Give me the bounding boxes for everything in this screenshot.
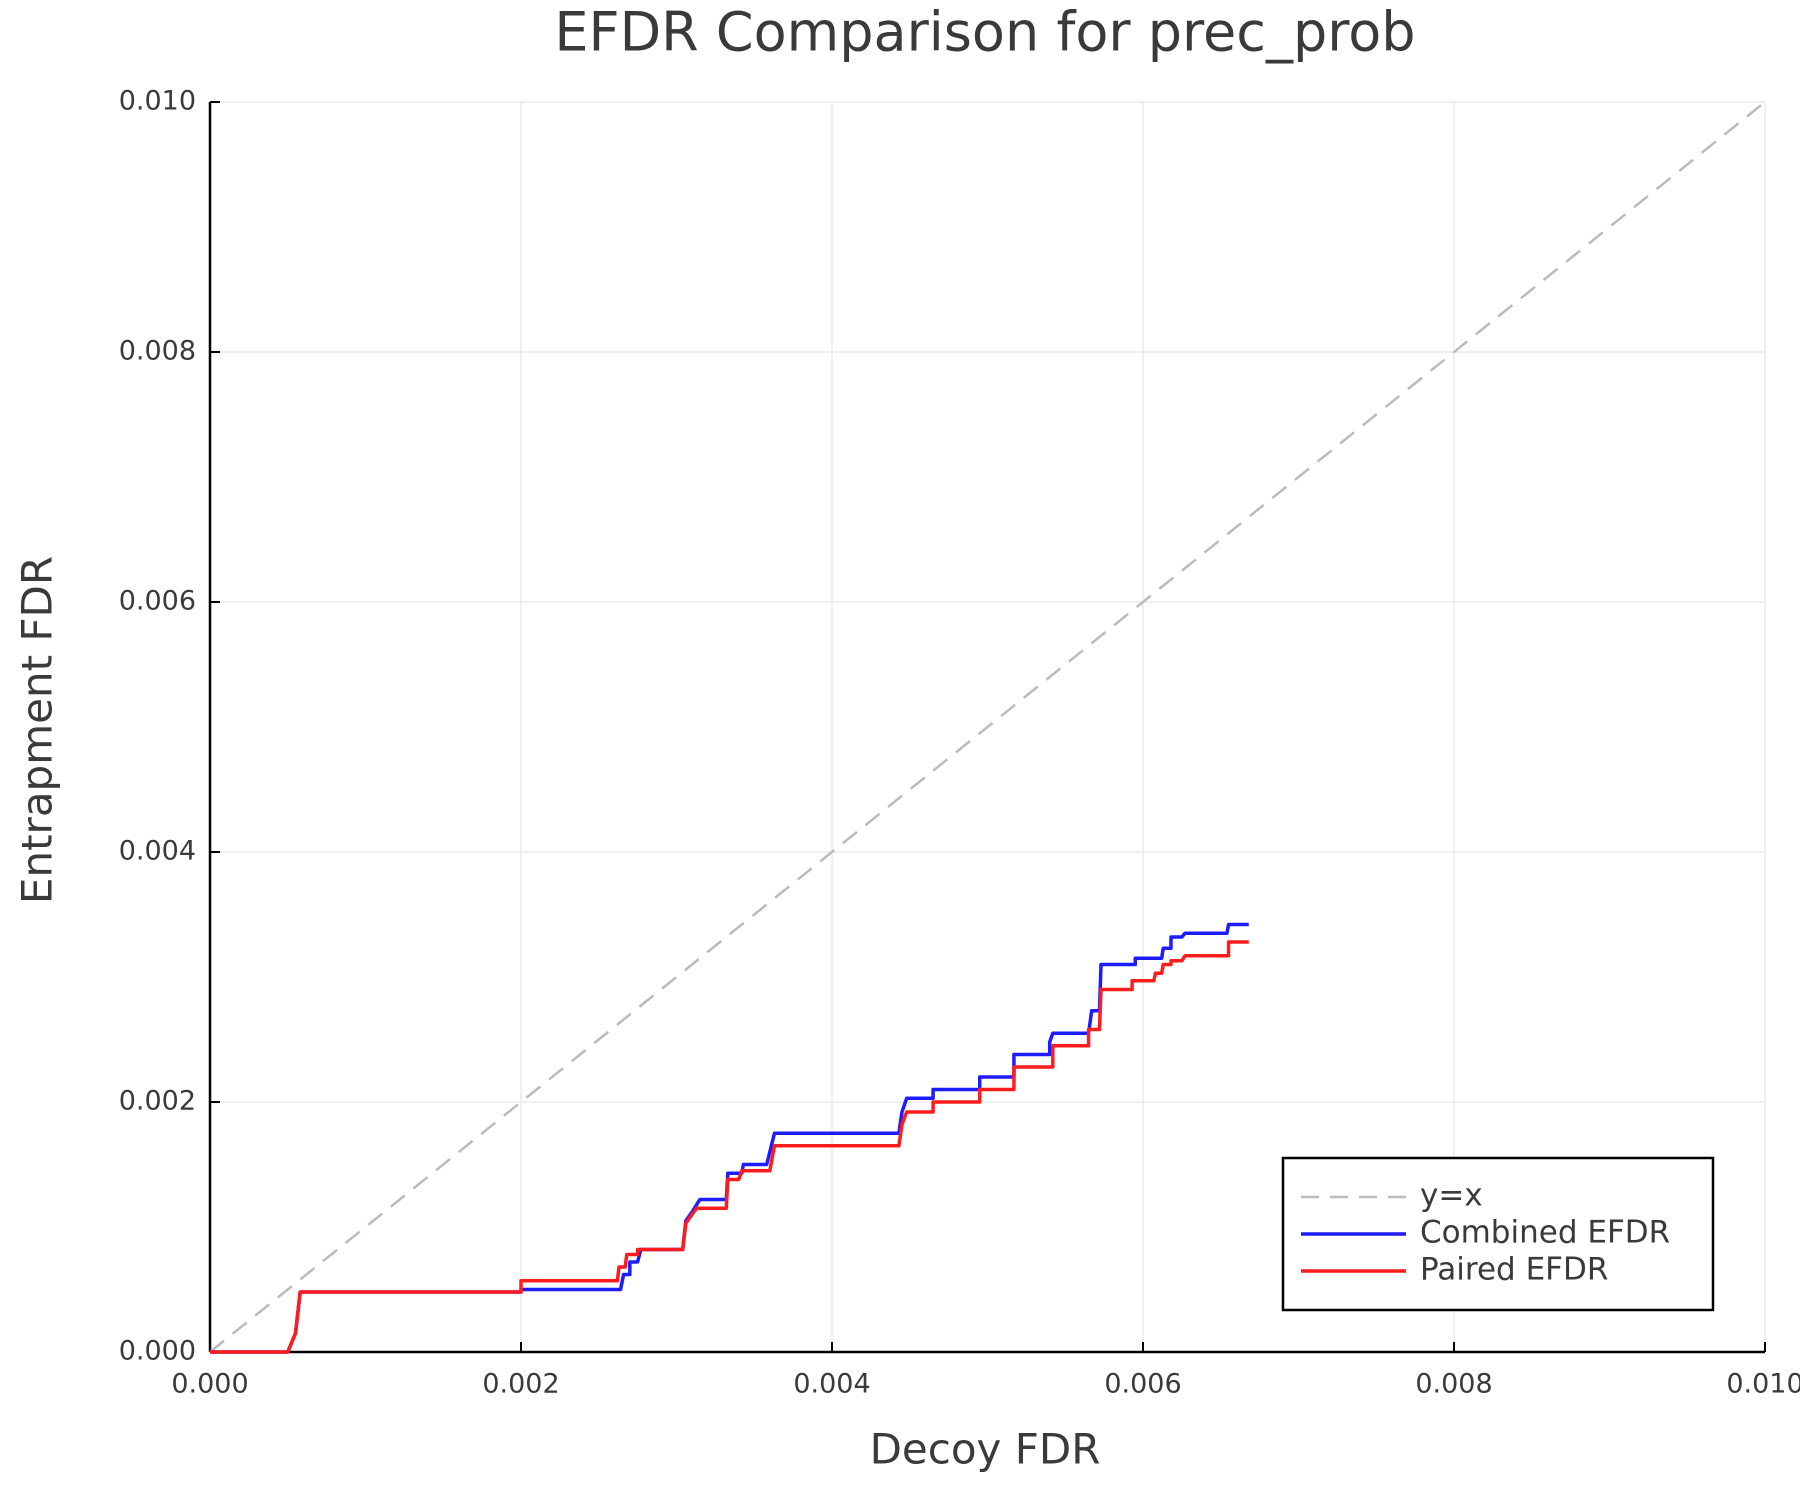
legend-label: Paired EFDR bbox=[1420, 1252, 1608, 1288]
series-line bbox=[210, 940, 1249, 1354]
y-tick-label: 0.010 bbox=[119, 86, 196, 117]
y-tick-label: 0.000 bbox=[119, 1336, 196, 1367]
y-tick-label: 0.006 bbox=[119, 586, 196, 617]
x-tick-label: 0.010 bbox=[1726, 1369, 1800, 1400]
y-tick-label: 0.008 bbox=[119, 336, 196, 367]
chart-title: EFDR Comparison for prec_prob bbox=[554, 1, 1415, 64]
x-tick-label: 0.008 bbox=[1415, 1369, 1492, 1400]
y-tick-label: 0.002 bbox=[119, 1086, 196, 1117]
x-tick-label: 0.000 bbox=[171, 1369, 248, 1400]
y-axis-label: Entrapment FDR bbox=[13, 556, 62, 904]
legend-label: Combined EFDR bbox=[1420, 1215, 1670, 1251]
x-axis-label: Decoy FDR bbox=[870, 1425, 1101, 1474]
x-tick-label: 0.004 bbox=[793, 1369, 870, 1400]
series-line bbox=[210, 922, 1249, 1354]
legend-label: y=x bbox=[1420, 1178, 1483, 1214]
series-line bbox=[209, 101, 1766, 1353]
x-tick-label: 0.006 bbox=[1104, 1369, 1181, 1400]
x-tick-label: 0.002 bbox=[482, 1369, 559, 1400]
y-tick-label: 0.004 bbox=[119, 836, 196, 867]
